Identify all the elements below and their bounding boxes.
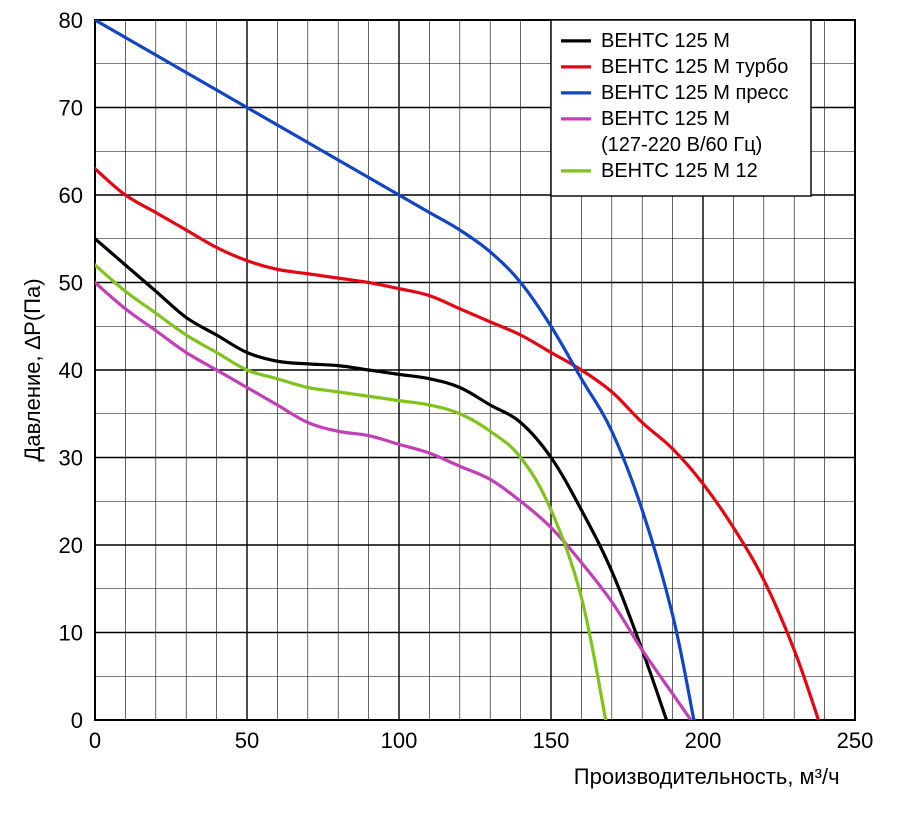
legend-label: ВЕНТС 125 М 12 — [601, 160, 758, 182]
x-tick-label: 50 — [235, 728, 259, 753]
x-tick-label: 0 — [89, 728, 101, 753]
x-tick-label: 100 — [381, 728, 418, 753]
y-tick-label: 70 — [59, 96, 83, 121]
chart-svg: 0 50 100 150 200 250 0 10 20 30 40 50 60 70 80 Давление… — [0, 0, 900, 816]
y-tick-label: 80 — [59, 8, 83, 33]
x-tick-label: 250 — [837, 728, 874, 753]
legend-label: ВЕНТС 125 М пресс — [601, 82, 789, 104]
y-tick-label: 10 — [59, 621, 83, 646]
legend-label: ВЕНТС 125 М — [601, 108, 730, 130]
legend-label: ВЕНТС 125 М турбо — [601, 56, 788, 78]
y-tick-label: 0 — [71, 708, 83, 733]
y-tick-label: 30 — [59, 446, 83, 471]
y-tick-label: 50 — [59, 271, 83, 296]
y-tick-label: 20 — [59, 533, 83, 558]
legend-label: (127-220 В/60 Гц) — [601, 134, 762, 156]
legend-label: ВЕНТС 125 М — [601, 30, 730, 52]
x-tick-label: 200 — [685, 728, 722, 753]
x-axis-label: Производительность, м³/ч — [574, 764, 840, 789]
x-tick-label: 150 — [533, 728, 570, 753]
y-axis-label: Давление, ∆P(Па) — [20, 278, 45, 461]
y-tick-label: 40 — [59, 358, 83, 383]
chart-container: 0 50 100 150 200 250 0 10 20 30 40 50 60 70 80 Давление… — [0, 0, 900, 816]
y-tick-label: 60 — [59, 183, 83, 208]
